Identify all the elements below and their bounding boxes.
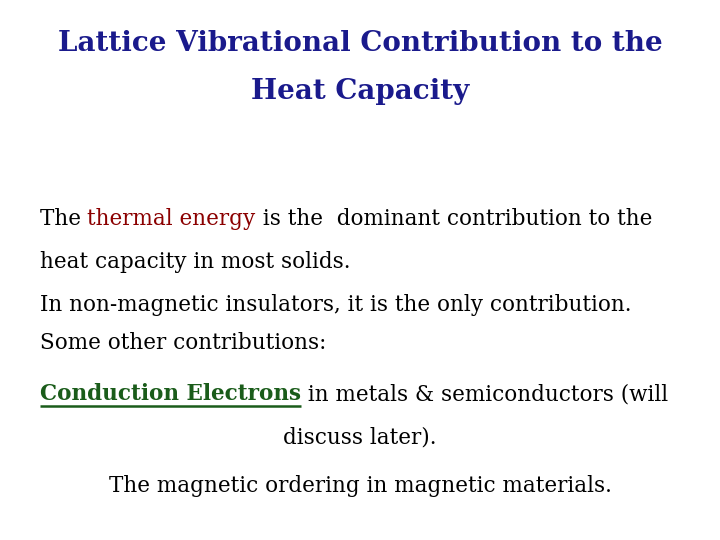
Text: is the  dominant contribution to the: is the dominant contribution to the	[256, 208, 652, 230]
Text: The magnetic ordering in magnetic materials.: The magnetic ordering in magnetic materi…	[109, 475, 611, 497]
Text: Some other contributions:: Some other contributions:	[40, 332, 326, 354]
Text: The: The	[40, 208, 87, 230]
Text: Conduction Electrons: Conduction Electrons	[40, 383, 301, 406]
Text: in metals & semiconductors (will: in metals & semiconductors (will	[301, 383, 667, 406]
Text: Heat Capacity: Heat Capacity	[251, 78, 469, 105]
Text: heat capacity in most solids.: heat capacity in most solids.	[40, 251, 350, 273]
Text: thermal energy: thermal energy	[87, 208, 256, 230]
Text: Lattice Vibrational Contribution to the: Lattice Vibrational Contribution to the	[58, 30, 662, 57]
Text: In non-magnetic insulators, it is the only contribution.: In non-magnetic insulators, it is the on…	[40, 294, 631, 316]
Text: discuss later).: discuss later).	[283, 427, 437, 449]
